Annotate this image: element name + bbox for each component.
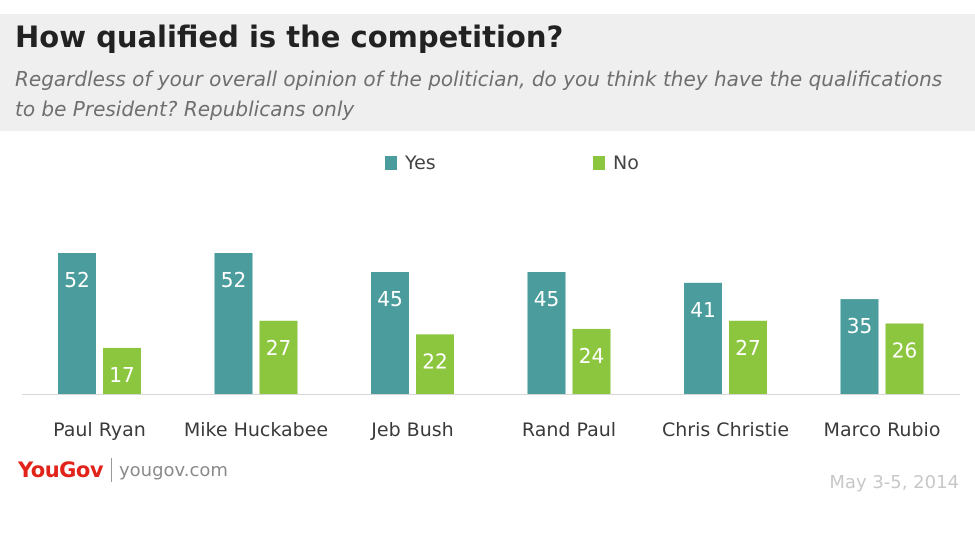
data-label-no-mike-huckabee: 27 — [266, 336, 291, 360]
bar-yes-chris-christie — [684, 282, 722, 394]
data-label-no-marco-rubio: 26 — [892, 339, 917, 363]
bar-no-paul-ryan — [103, 347, 141, 394]
data-label-no-jeb-bush: 22 — [422, 349, 447, 373]
bar-yes-rand-paul — [527, 271, 566, 394]
survey-date: May 3-5, 2014 — [829, 472, 959, 493]
chart-title: How qualified is the competition? — [15, 20, 564, 54]
legend-label-yes: Yes — [405, 152, 436, 174]
bar-yes-marco-rubio — [840, 299, 879, 394]
category-label-marco-rubio: Marco Rubio — [824, 419, 941, 441]
bar-yes-jeb-bush — [371, 271, 409, 394]
legend-item-no: No — [593, 151, 639, 175]
category-label-chris-christie: Chris Christie — [662, 419, 789, 441]
legend-item-yes: Yes — [385, 151, 436, 175]
bar-yes-paul-ryan — [58, 253, 96, 394]
legend-swatch-yes — [385, 156, 397, 170]
bar-no-rand-paul — [572, 328, 611, 394]
data-label-no-rand-paul: 24 — [579, 344, 604, 368]
data-label-no-chris-christie: 27 — [735, 336, 760, 360]
data-label-yes-paul-ryan: 52 — [64, 268, 89, 292]
data-label-yes-rand-paul: 45 — [534, 287, 559, 311]
category-label-rand-paul: Rand Paul — [522, 419, 616, 441]
data-label-yes-marco-rubio: 35 — [847, 314, 872, 338]
bar-no-mike-huckabee — [259, 320, 298, 394]
bar-yes-mike-huckabee — [214, 253, 253, 394]
bar-no-marco-rubio — [885, 323, 924, 394]
chart-subtitle: Regardless of your overall opinion of th… — [15, 67, 943, 121]
data-label-no-paul-ryan: 17 — [109, 363, 134, 387]
bar-no-chris-christie — [729, 320, 767, 394]
brand-url: yougov.com — [119, 459, 228, 481]
brand-logo: YouGov — [18, 458, 104, 482]
data-label-yes-mike-huckabee: 52 — [221, 268, 246, 292]
category-label-paul-ryan: Paul Ryan — [53, 419, 146, 441]
category-label-mike-huckabee: Mike Huckabee — [184, 419, 328, 441]
data-label-yes-jeb-bush: 45 — [377, 287, 402, 311]
header-band — [0, 14, 975, 131]
category-label-jeb-bush: Jeb Bush — [370, 419, 453, 441]
data-label-yes-chris-christie: 41 — [690, 298, 715, 322]
logo-divider — [111, 458, 113, 482]
yougov-logo: YouGov yougov.com — [18, 458, 228, 482]
bar-no-jeb-bush — [416, 334, 454, 394]
legend-label-no: No — [613, 152, 639, 174]
legend-swatch-no — [593, 156, 605, 170]
